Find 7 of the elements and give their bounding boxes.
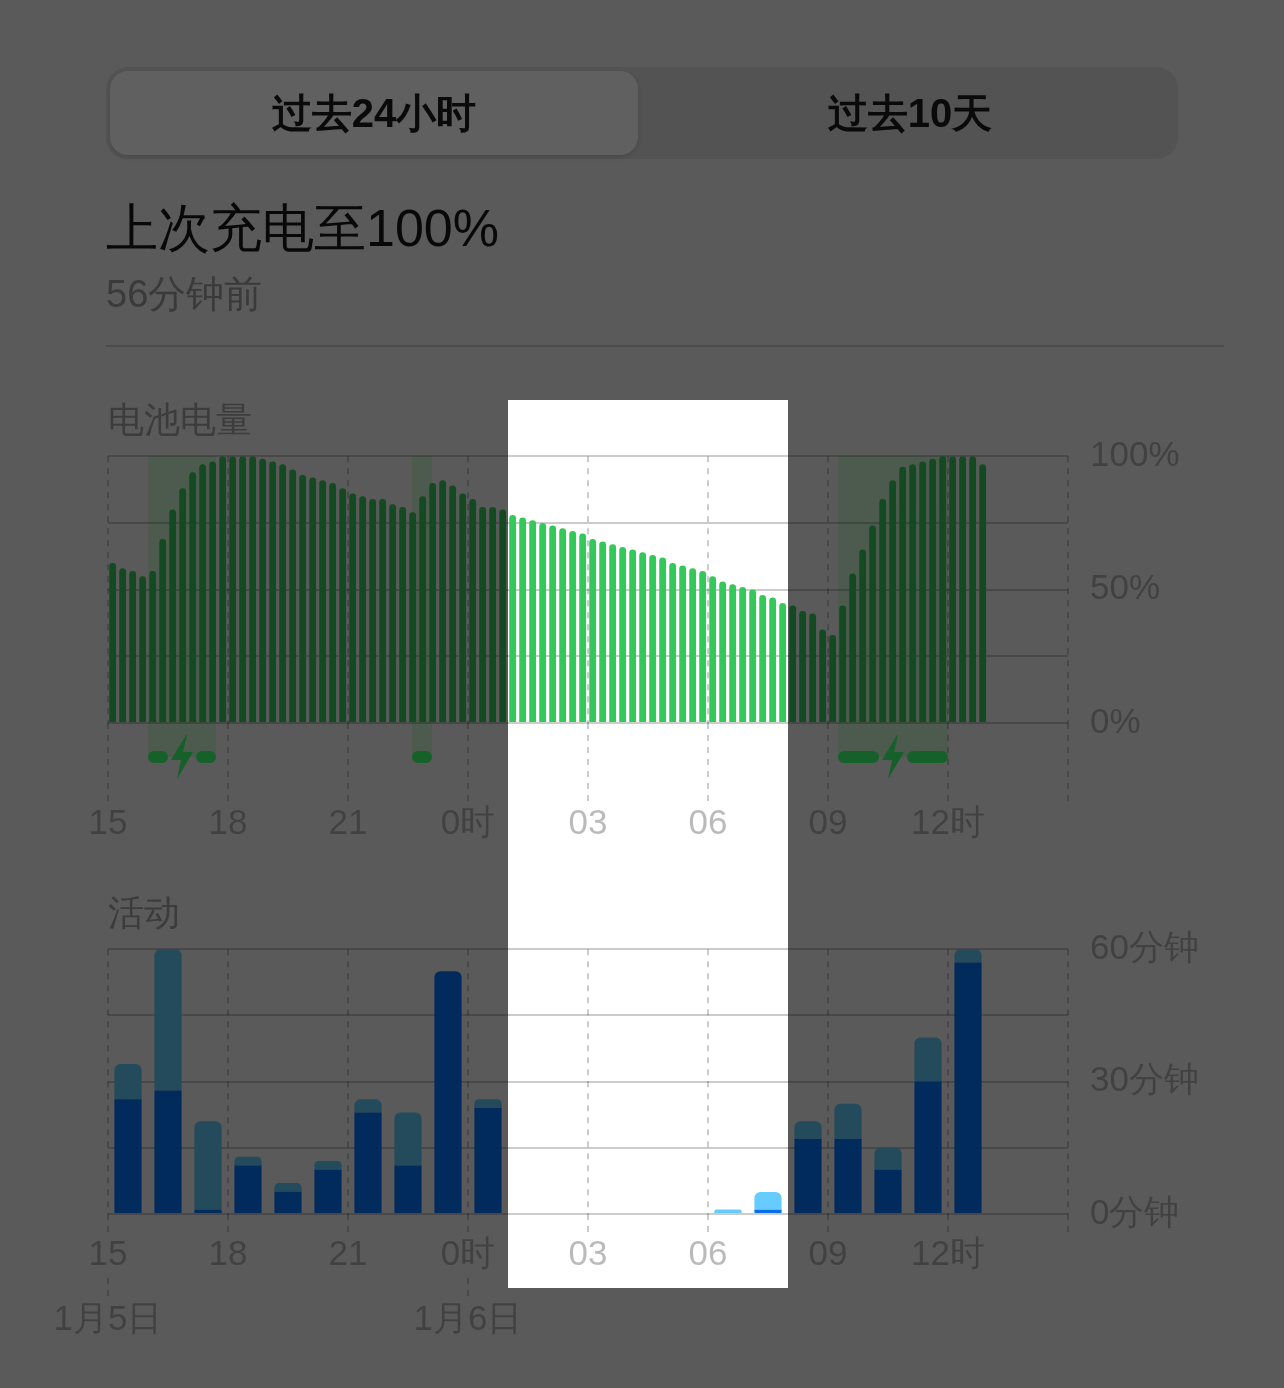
segmented-control: 过去24小时 过去10天 xyxy=(106,67,1178,159)
x-tick-label: 03 xyxy=(568,801,608,841)
x-tick-label: 06 xyxy=(688,801,728,841)
x-tick-label: 03 xyxy=(568,1232,608,1272)
tab: 过去24小时 xyxy=(110,71,638,155)
x-tick-label: 06 xyxy=(688,1232,728,1272)
text: 上次充电至100% xyxy=(106,198,499,259)
